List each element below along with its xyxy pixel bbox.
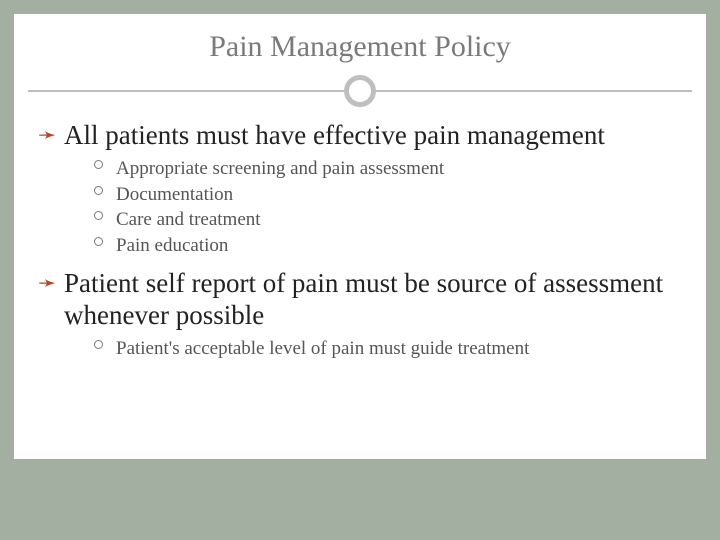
title-divider [14,72,706,112]
list-item: Pain education [94,233,686,259]
slide-panel: Pain Management Policy ➛ All patients mu… [14,14,706,459]
swirl-bullet-icon: ➛ [38,122,56,148]
content-area: ➛ All patients must have effective pain … [14,112,706,362]
sub-item-text: Documentation [116,184,233,205]
sub-item-text: Care and treatment [116,209,261,230]
list-item: Care and treatment [94,207,686,233]
sub-item-text: Pain education [116,235,228,256]
main-point: ➛ All patients must have effective pain … [38,120,686,152]
sub-list: Patient's acceptable level of pain must … [38,336,686,362]
list-item: Appropriate screening and pain assessmen… [94,156,686,182]
sub-item-text: Patient's acceptable level of pain must … [116,338,529,359]
circle-bullet-icon [94,186,103,195]
sub-item-text: Appropriate screening and pain assessmen… [116,158,444,179]
list-item: Documentation [94,182,686,208]
swirl-bullet-icon: ➛ [38,270,56,296]
main-point-text: Patient self report of pain must be sour… [64,268,663,330]
circle-bullet-icon [94,211,103,220]
divider-circle-icon [344,75,376,107]
list-item: Patient's acceptable level of pain must … [94,336,686,362]
circle-bullet-icon [94,160,103,169]
main-point: ➛ Patient self report of pain must be so… [38,268,686,332]
main-point-text: All patients must have effective pain ma… [64,120,605,150]
sub-list: Appropriate screening and pain assessmen… [38,156,686,259]
slide-title: Pain Management Policy [14,14,706,72]
circle-bullet-icon [94,340,103,349]
circle-bullet-icon [94,237,103,246]
